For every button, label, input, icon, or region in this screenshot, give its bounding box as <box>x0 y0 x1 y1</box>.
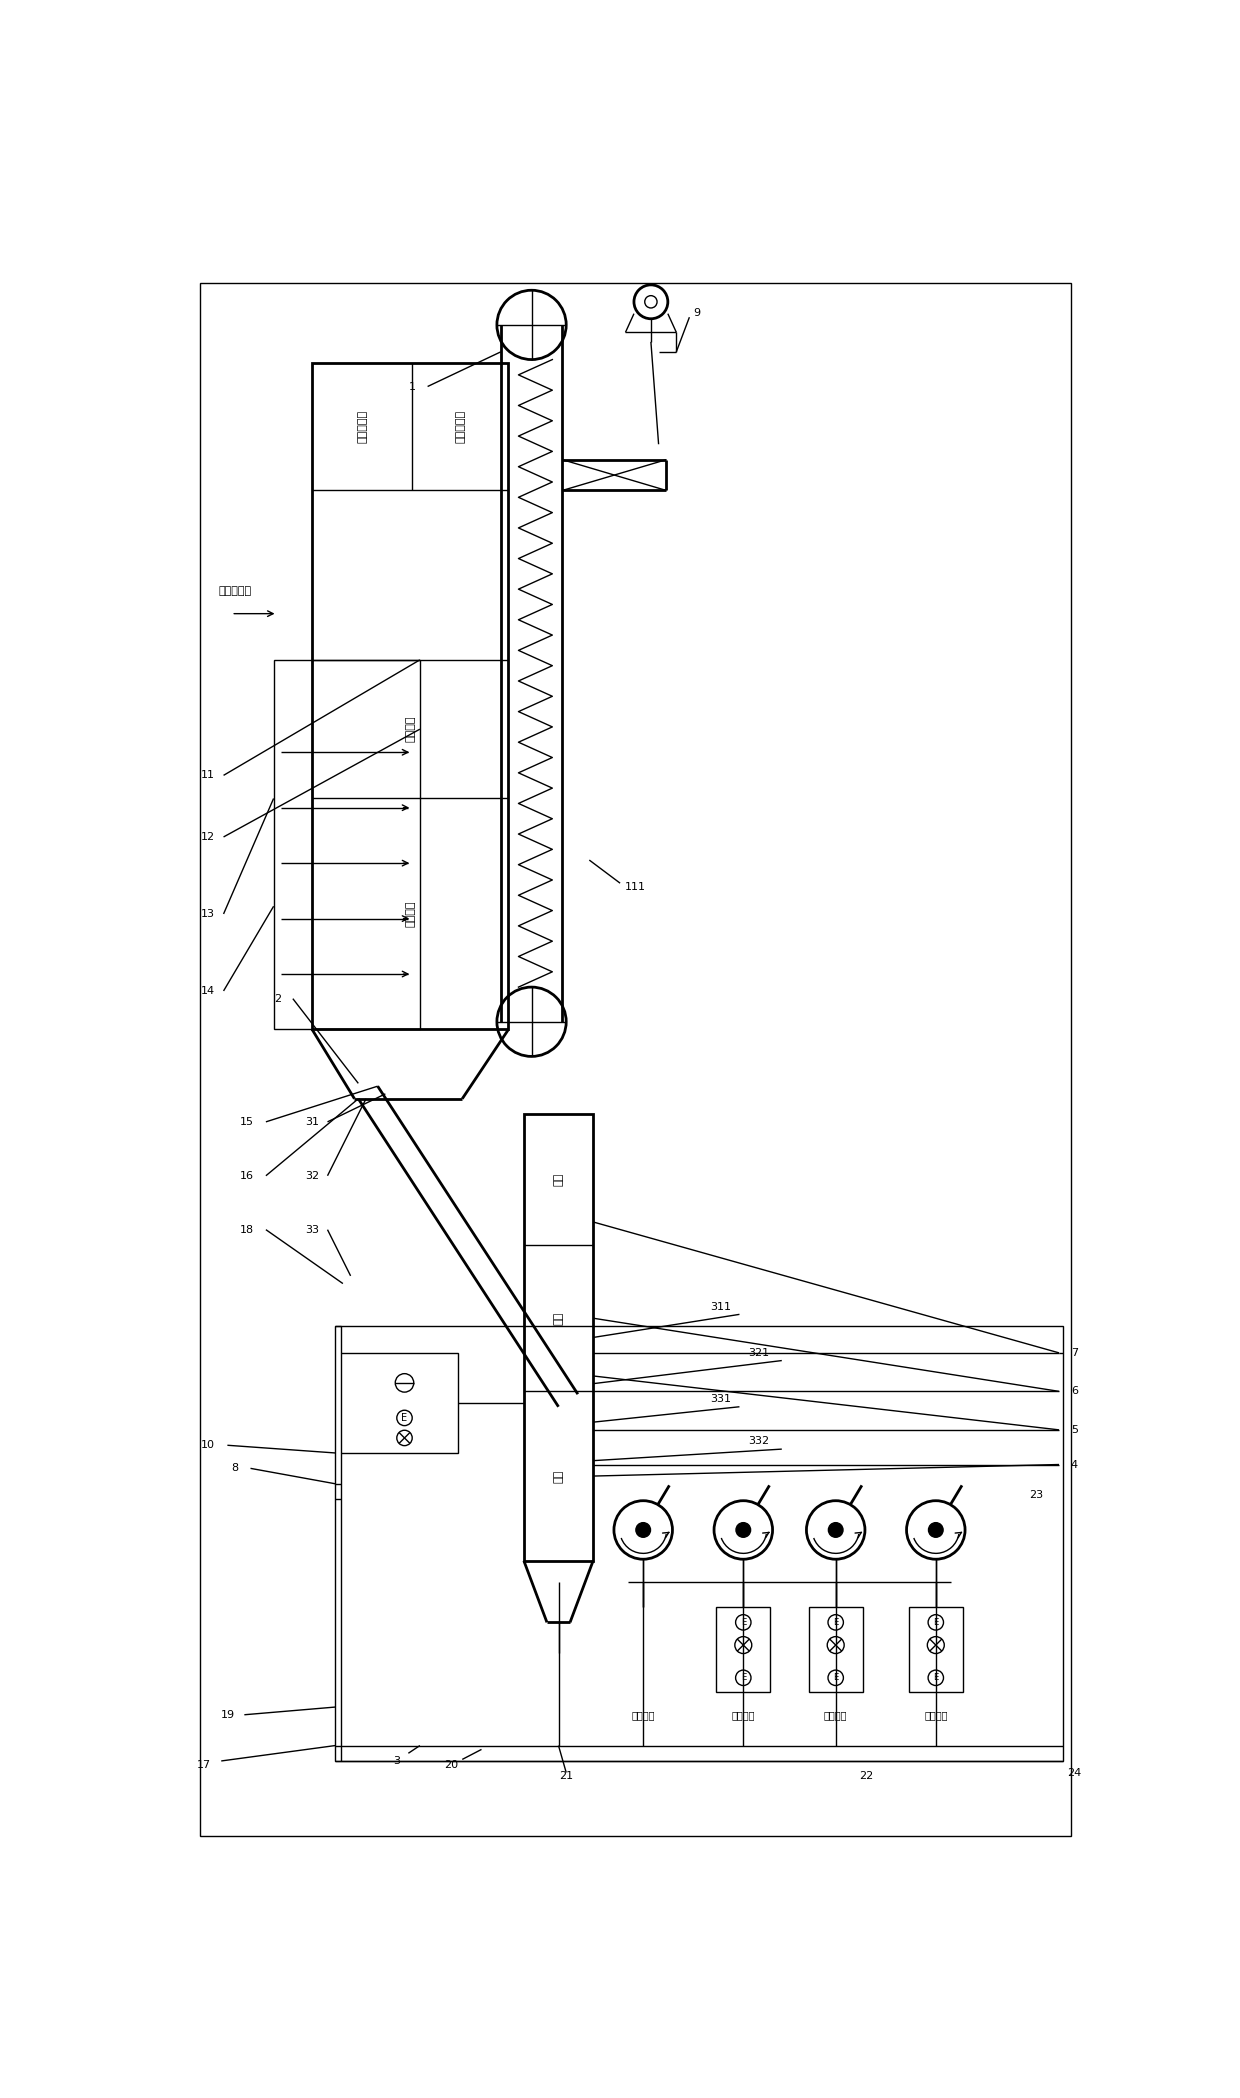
Text: 系统废气: 系统废气 <box>631 1710 655 1720</box>
Text: 332: 332 <box>748 1437 769 1446</box>
Text: 8: 8 <box>232 1464 238 1473</box>
Circle shape <box>737 1523 750 1538</box>
Bar <box>274 661 420 1030</box>
Circle shape <box>929 1523 944 1538</box>
Text: 311: 311 <box>709 1301 730 1311</box>
Text: 二段: 二段 <box>553 1311 563 1324</box>
Bar <box>341 1353 459 1454</box>
Text: 10: 10 <box>201 1439 216 1450</box>
Text: 9: 9 <box>693 308 701 319</box>
Text: 15: 15 <box>239 1116 254 1127</box>
Text: 三段: 三段 <box>553 1469 563 1483</box>
Text: 系统废气: 系统废气 <box>823 1710 847 1720</box>
Bar <box>717 1607 770 1691</box>
Text: 5: 5 <box>1071 1425 1078 1435</box>
Text: 11: 11 <box>201 770 216 780</box>
Text: E: E <box>934 1618 939 1626</box>
Bar <box>312 363 508 1030</box>
Text: 14: 14 <box>201 986 216 997</box>
Text: 2: 2 <box>274 994 281 1003</box>
Text: 系统废气: 系统废气 <box>924 1710 947 1720</box>
Text: 抽风干燥段: 抽风干燥段 <box>455 411 465 443</box>
Circle shape <box>645 296 657 308</box>
Text: 13: 13 <box>201 908 216 919</box>
Text: 17: 17 <box>197 1760 211 1771</box>
Text: 20: 20 <box>444 1760 458 1771</box>
Text: 鼓风干燥段: 鼓风干燥段 <box>357 411 367 443</box>
Text: 1: 1 <box>409 382 415 392</box>
Text: 一段: 一段 <box>553 1173 563 1185</box>
Text: 321: 321 <box>748 1347 769 1357</box>
Text: 预热一段: 预热一段 <box>405 715 415 743</box>
Text: 3: 3 <box>393 1756 401 1767</box>
Text: 系统废气: 系统废气 <box>732 1710 755 1720</box>
Text: 6: 6 <box>1071 1387 1078 1397</box>
Text: 链篦机系统: 链篦机系统 <box>218 585 252 596</box>
Text: 19: 19 <box>221 1710 234 1720</box>
Text: 33: 33 <box>305 1225 319 1234</box>
Bar <box>909 1607 962 1691</box>
Text: E: E <box>740 1618 746 1626</box>
Text: 32: 32 <box>305 1171 319 1181</box>
Text: 111: 111 <box>625 881 646 892</box>
Text: 4: 4 <box>1071 1460 1078 1469</box>
Text: 12: 12 <box>201 833 216 841</box>
Text: 331: 331 <box>709 1393 730 1404</box>
Text: 31: 31 <box>305 1116 319 1127</box>
Text: E: E <box>833 1618 838 1626</box>
Text: 18: 18 <box>239 1225 254 1234</box>
Bar <box>335 1326 1063 1760</box>
Circle shape <box>636 1523 651 1538</box>
Text: 24: 24 <box>1068 1767 1081 1777</box>
Text: 7: 7 <box>1071 1347 1078 1357</box>
Text: E: E <box>402 1412 408 1422</box>
Bar <box>523 1114 593 1561</box>
Text: 21: 21 <box>559 1771 573 1781</box>
Text: E: E <box>934 1674 939 1683</box>
Text: 23: 23 <box>1029 1490 1043 1500</box>
Text: 22: 22 <box>859 1771 874 1781</box>
Circle shape <box>828 1523 843 1538</box>
Text: E: E <box>740 1674 746 1683</box>
Text: 16: 16 <box>239 1171 254 1181</box>
Text: E: E <box>833 1674 838 1683</box>
Text: 预热二段: 预热二段 <box>405 900 415 927</box>
Bar <box>808 1607 863 1691</box>
